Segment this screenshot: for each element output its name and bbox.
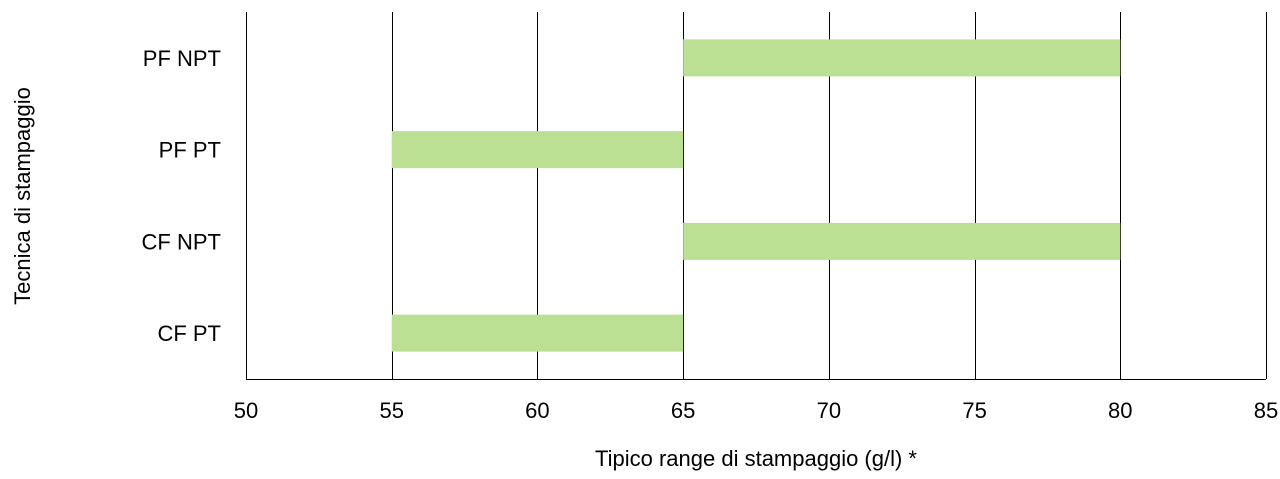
- x-tick-label-50: 50: [234, 398, 258, 423]
- x-tick-label-75: 75: [962, 398, 986, 423]
- category-label-pf-npt: PF NPT: [143, 46, 221, 71]
- category-label-pf-pt: PF PT: [159, 138, 221, 163]
- range-bar-cf-npt: [683, 222, 1121, 260]
- y-axis-title: Tecnica di stampaggio: [10, 87, 35, 305]
- x-tick-labels: 50 55 60 65 70 75 80 85: [234, 398, 1278, 423]
- category-labels: PF NPT PF PT CF NPT CF PT: [142, 46, 221, 346]
- axes: [246, 12, 1266, 380]
- range-bar-pf-npt: [683, 39, 1121, 77]
- x-tick-label-65: 65: [671, 398, 695, 423]
- range-bar-pf-pt: [391, 131, 684, 169]
- range-bars: [391, 39, 1121, 352]
- x-tick-label-85: 85: [1254, 398, 1278, 423]
- x-tick-label-60: 60: [525, 398, 549, 423]
- x-tick-label-80: 80: [1108, 398, 1132, 423]
- category-label-cf-pt: CF PT: [157, 321, 221, 346]
- x-axis-title: Tipico range di stampaggio (g/l) *: [595, 446, 917, 471]
- x-tick-label-70: 70: [817, 398, 841, 423]
- category-label-cf-npt: CF NPT: [142, 229, 221, 254]
- range-bar-cf-pt: [391, 314, 684, 352]
- x-tick-label-55: 55: [379, 398, 403, 423]
